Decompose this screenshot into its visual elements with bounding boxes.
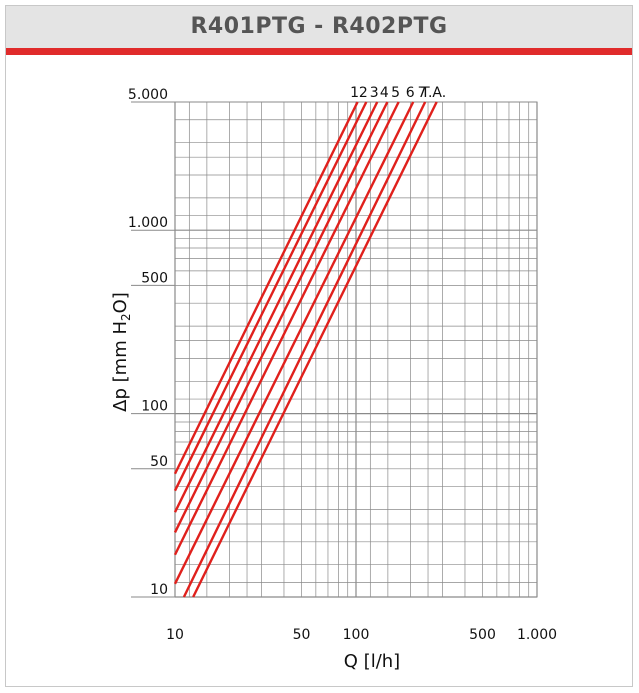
series-label-3: 3 bbox=[370, 85, 379, 101]
x-tick-label: 100 bbox=[343, 627, 370, 643]
chart-header: R401PTG - R402PTG bbox=[6, 6, 632, 48]
plot-border bbox=[174, 101, 538, 598]
series-label-5: 5 bbox=[391, 85, 400, 101]
series-label-1: 1 bbox=[350, 85, 359, 101]
header-red-rule bbox=[6, 48, 632, 55]
y-tick-label: 1.000 bbox=[128, 215, 168, 231]
series-label-7: 7 bbox=[418, 85, 427, 101]
chart-header-title: R401PTG - R402PTG bbox=[190, 14, 448, 39]
series-label-2: 2 bbox=[359, 85, 368, 101]
x-tick-label: 500 bbox=[469, 627, 496, 643]
series-label-4: 4 bbox=[380, 85, 389, 101]
curves bbox=[173, 101, 438, 598]
series-label-8: T.A. bbox=[420, 85, 446, 101]
grid bbox=[174, 101, 538, 598]
series-line-1 bbox=[173, 101, 359, 475]
x-tick-label: 1.000 bbox=[517, 627, 557, 643]
x-axis-label: Q [l/h] bbox=[344, 651, 400, 672]
x-tick-label: 10 bbox=[166, 627, 184, 643]
series-line-5 bbox=[173, 101, 400, 556]
series-labels: 1 2 3 4 5 6 7T.A. bbox=[350, 85, 446, 101]
y-tick-label: 5.000 bbox=[128, 87, 168, 103]
series-line-2 bbox=[173, 101, 368, 492]
x-tick-label: 50 bbox=[293, 627, 311, 643]
y-tick-labels: 10 50 100 500 1.000 5.000 bbox=[128, 87, 175, 598]
y-axis-label-end: O] bbox=[110, 292, 131, 313]
y-axis-label-main: Δp [mm H bbox=[110, 321, 131, 412]
chart-frame: R401PTG - R402PTG bbox=[5, 5, 633, 687]
series-label-6: 6 bbox=[406, 85, 415, 101]
y-tick-label: 10 bbox=[150, 582, 168, 598]
series-line-3 bbox=[173, 101, 379, 513]
x-tick-labels: 10 50 100 500 1.000 bbox=[166, 627, 557, 643]
y-axis-label-subscript: 2 bbox=[119, 313, 133, 321]
y-tick-label: 50 bbox=[150, 454, 168, 470]
y-tick-label: 100 bbox=[141, 399, 168, 415]
series-line-7 bbox=[182, 101, 427, 598]
series-line-4 bbox=[173, 101, 389, 533]
y-tick-label: 500 bbox=[141, 270, 168, 286]
series-line-8 bbox=[192, 101, 438, 598]
series-line-6 bbox=[173, 101, 415, 585]
y-axis-label: Δp [mm H2O] bbox=[110, 292, 133, 412]
